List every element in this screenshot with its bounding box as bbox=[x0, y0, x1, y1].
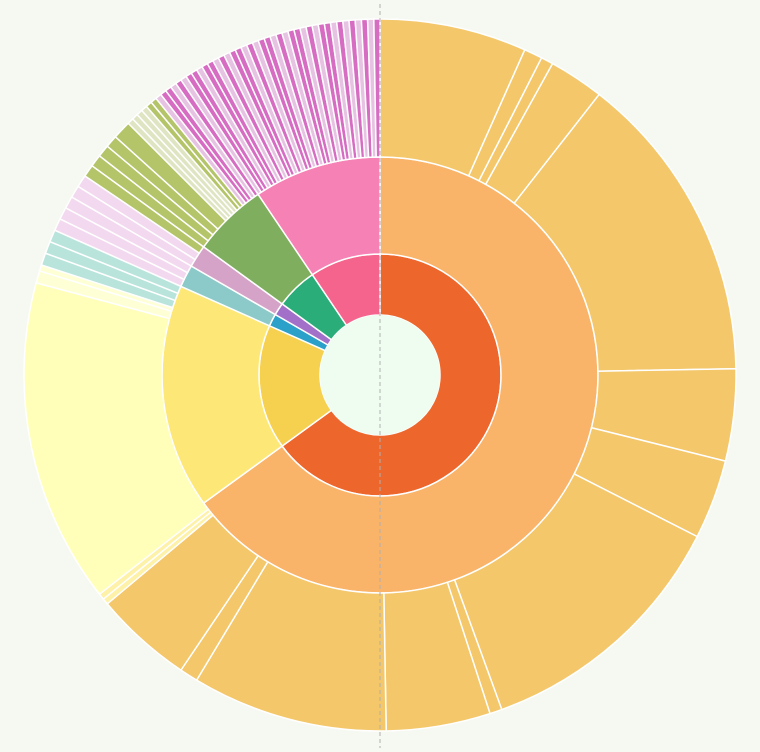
ring-3-segment-4[interactable] bbox=[513, 93, 737, 372]
sunburst-rings bbox=[23, 18, 737, 732]
ring-3-segment-75[interactable] bbox=[373, 18, 381, 158]
